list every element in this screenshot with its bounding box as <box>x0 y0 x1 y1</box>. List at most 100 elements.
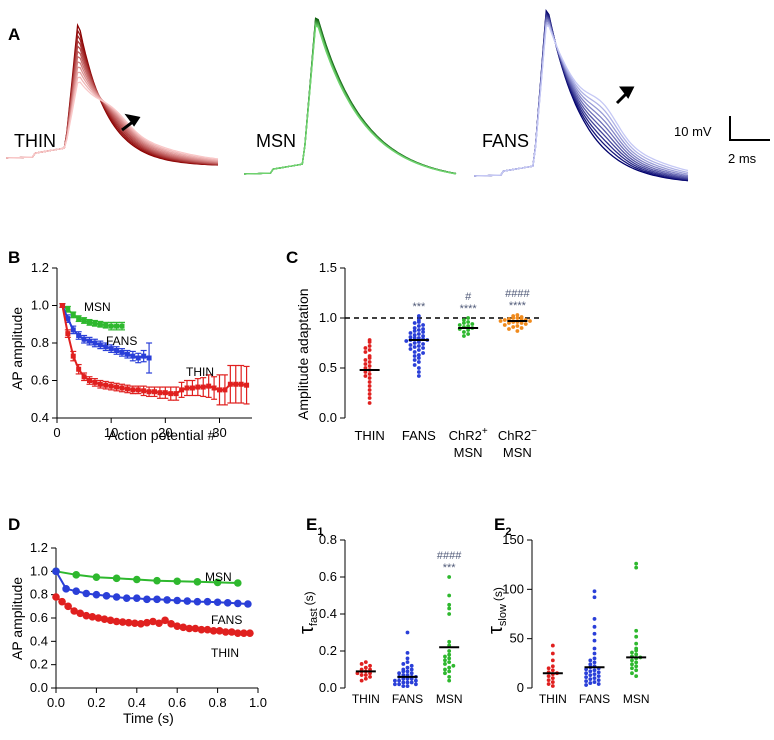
panel-e2-ylabel-sub: slow <box>497 604 509 626</box>
panel-e1-msn-point <box>447 656 452 661</box>
panel-e1-msn-significance: #### <box>437 550 462 562</box>
panel-b-thin-point <box>184 385 190 391</box>
panel-b-thin-point <box>173 391 179 397</box>
panel-c-thin-point <box>367 344 372 348</box>
panel-c-fans-point <box>404 339 409 343</box>
panel-c-fans-point <box>412 341 417 345</box>
panel-c-thin-point <box>367 360 372 364</box>
panel-e1-chart: 0.0 0.2 0.4 0.6 0.8 THIN FANS ####*** MSN <box>319 532 463 706</box>
panel-b-msn-point <box>76 316 82 322</box>
panel-d-thin-point <box>52 593 60 601</box>
panel-d-msn-point <box>133 575 141 584</box>
panel-d-annot-thin: THIN <box>211 646 239 660</box>
panel-d-fans-point <box>163 596 171 604</box>
panel-c-chr2-msn-significance: # <box>465 291 472 303</box>
panel-c-thin-point <box>363 358 368 362</box>
panel-d-thin-point <box>209 627 218 635</box>
panel-c-fans-point <box>408 335 413 339</box>
panel-d-fans-point <box>244 600 252 608</box>
panel-d-fans-point <box>112 593 121 601</box>
panel-c-ytick-label: 1.5 <box>319 260 337 275</box>
panel-d-msn-point <box>234 579 242 587</box>
panel-c-chr2-msn-point <box>457 323 462 327</box>
panel-c-chr2-msn-point <box>466 328 471 332</box>
panel-c-fans-point <box>412 329 417 333</box>
panel-e2-msn-point <box>630 666 634 671</box>
panel-b-fans-point <box>97 342 103 348</box>
panel-e2-fans-point <box>592 651 597 656</box>
panel-e1-fans-point <box>401 684 406 689</box>
panel-c-fans-point <box>421 330 425 334</box>
panel-b-fans-point <box>65 316 71 322</box>
panel-d-fans-point <box>183 597 192 605</box>
panel-e1-fans-point <box>397 682 401 687</box>
panel-c-chr2-msn-point <box>523 322 528 326</box>
panel-c-chr2-msn-point <box>515 329 520 333</box>
panel-d-thin-point <box>76 609 85 618</box>
panel-c-chr2-msn-point <box>466 324 471 328</box>
panel-c-thin-point <box>367 340 372 344</box>
panel-e2-fans-point <box>596 678 601 683</box>
panel-c-chr2-msn-point <box>462 334 466 338</box>
panel-b-thin-point <box>108 383 114 389</box>
panel-b-thin-point <box>244 382 250 388</box>
panel-d-thin-point <box>94 614 103 622</box>
panel-e1-fans-point <box>401 669 406 674</box>
panel-c-fans-point <box>421 342 425 346</box>
panel-e1-msn-point <box>443 667 447 672</box>
panel-e2-fans-point <box>584 683 588 687</box>
trace-msn <box>243 21 457 175</box>
panel-c-chr2-msn-point <box>515 316 520 320</box>
panel-e2-msn-point <box>634 674 639 679</box>
panel-b-fans-point <box>87 338 92 344</box>
panel-b-ytick-label: 0.6 <box>31 373 49 388</box>
panel-d-msn-point <box>173 577 181 586</box>
trace-label-thin: THIN <box>14 131 56 151</box>
panel-e1-thin-point <box>368 663 372 668</box>
panel-e1-ylabel-tau: τ <box>296 626 318 634</box>
panel-d-fans-point <box>223 599 232 607</box>
panel-d-thin-point <box>143 618 151 627</box>
panel-c-chr2-msn-point <box>515 313 520 317</box>
panel-c-chr2-msn-point <box>462 321 466 325</box>
panel-d-fans-point <box>143 595 151 604</box>
panel-label-b: B <box>8 248 20 267</box>
panel-e1-ylabel-sub: fast <box>308 608 320 626</box>
panel-e1-msn-category-label: MSN <box>436 692 463 706</box>
panel-d-thin-point <box>185 624 194 633</box>
panel-e2-msn-point <box>634 634 639 639</box>
panel-c-chr2-msn-point <box>462 318 466 322</box>
panel-b-msn-point <box>108 323 114 329</box>
panel-b-thin-point <box>146 389 152 395</box>
panel-d-ytick-label: 0.4 <box>30 633 48 648</box>
panel-b-thin-point <box>189 385 195 391</box>
panel-e2-fans-point <box>596 682 601 686</box>
panel-e1-thin-point <box>359 673 364 677</box>
panel-label-a: A <box>8 25 20 44</box>
panel-b-thin-point <box>168 391 174 397</box>
panel-e2-msn-point <box>634 565 639 570</box>
panel-d-fans-point <box>102 592 111 600</box>
panel-c-fans-point <box>408 331 413 335</box>
panel-e1-msn-point <box>447 665 452 670</box>
panel-b-fans-point <box>130 353 136 359</box>
panel-d-annot-msn: MSN <box>205 570 232 584</box>
panel-b-thin-point <box>222 387 228 393</box>
panel-d-thin-point <box>149 617 157 626</box>
panel-e2-thin-category-label: THIN <box>539 692 567 706</box>
panel-d-annot-fans: FANS <box>211 613 242 627</box>
panel-b-thin-point <box>227 381 233 387</box>
panel-c-fans-point <box>421 351 425 355</box>
trace-label-msn: MSN <box>256 131 296 151</box>
panel-e1-msn-point <box>447 649 452 653</box>
trace-fans <box>473 25 689 177</box>
panel-e1-msn-point <box>447 669 452 674</box>
panel-label-d: D <box>8 515 20 534</box>
panel-b-fans-point <box>103 344 109 350</box>
panel-c-thin-point <box>367 380 372 384</box>
panel-b-ytick-label: 1.0 <box>31 298 49 313</box>
trace-fans <box>473 21 689 177</box>
panel-d-fans-point <box>52 567 60 576</box>
panel-e2-thin-point <box>550 684 555 688</box>
panel-d-xtick-label: 0.0 <box>47 695 65 710</box>
